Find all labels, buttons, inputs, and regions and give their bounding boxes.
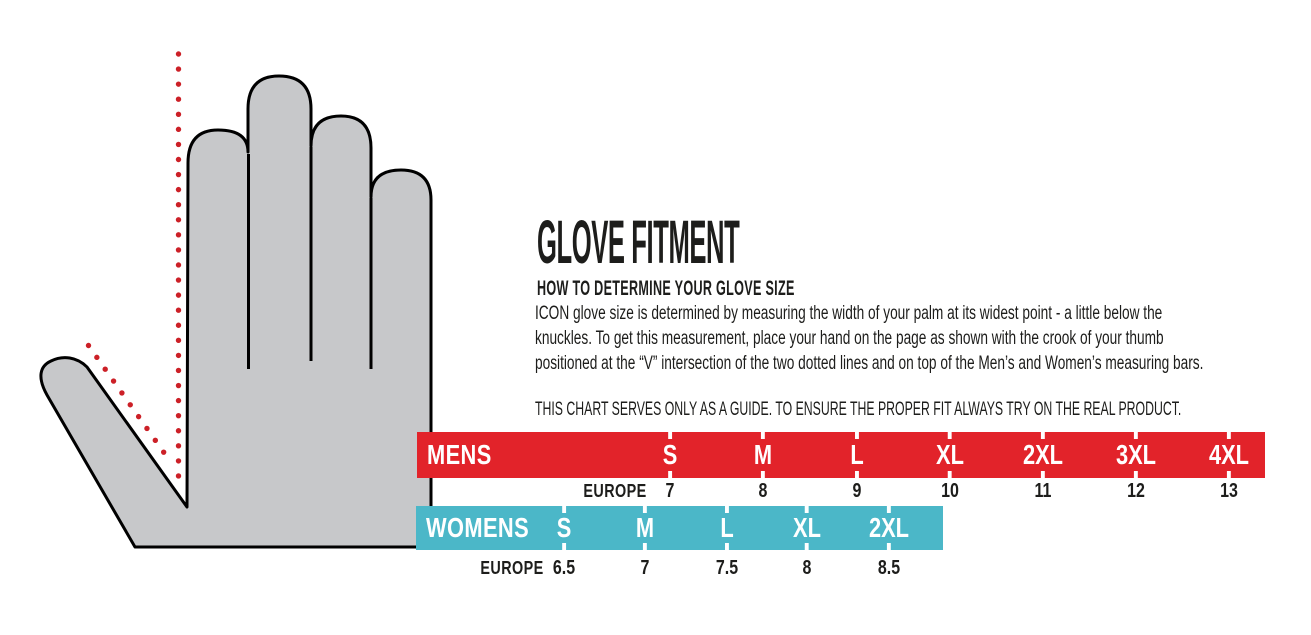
mens-europe-13: 13	[1220, 480, 1238, 502]
mens-size-l: L	[850, 432, 864, 478]
womens-europe-label: EUROPE	[480, 558, 544, 578]
womens-europe-7: 7	[640, 557, 650, 579]
mens-europe-11: 11	[1034, 480, 1052, 502]
womens-size-s: S	[557, 506, 571, 550]
mens-size-xl: XL	[936, 432, 964, 478]
hand-shape	[39, 74, 433, 549]
mens-europe-7: 7	[665, 480, 675, 502]
mens-size-3xl: 3XL	[1116, 432, 1156, 478]
mens-size-4xl: 4XL	[1209, 432, 1249, 478]
how-to-heading: HOW TO DETERMINE YOUR GLOVE SIZE	[537, 277, 795, 300]
mens-size-2xl: 2XL	[1023, 432, 1063, 478]
womens-size-l: L	[720, 506, 734, 550]
mens-size-bar: MENS S M L XL 2XL 3XL 4XL	[417, 432, 1265, 478]
hand-measurement-illustration	[39, 51, 433, 549]
mens-europe-8: 8	[758, 480, 768, 502]
mens-size-m: M	[754, 432, 772, 478]
page-title: GLOVE FITMENT	[537, 208, 740, 276]
dotted-measure-line-diagonal	[85, 342, 175, 467]
womens-europe-8: 8	[802, 557, 812, 579]
mens-bar-label: MENS	[427, 439, 492, 470]
mens-europe-10: 10	[941, 480, 959, 502]
mens-europe-label: EUROPE	[583, 481, 647, 501]
guide-note: THIS CHART SERVES ONLY AS A GUIDE. TO EN…	[535, 398, 1182, 420]
mens-europe-row: EUROPE 7 8 9 10 11 12 13	[0, 481, 1311, 501]
mens-europe-12: 12	[1127, 480, 1145, 502]
womens-bar-label: WOMENS	[426, 512, 530, 543]
womens-size-bar: WOMENS S M L XL 2XL	[416, 506, 943, 550]
how-to-body: ICON glove size is determined by measuri…	[535, 303, 1204, 374]
mens-europe-9: 9	[852, 480, 862, 502]
womens-europe-6-5: 6.5	[552, 557, 576, 579]
womens-size-xl: XL	[793, 506, 821, 550]
womens-size-2xl: 2XL	[869, 506, 909, 550]
womens-europe-row: EUROPE 6.5 7 7.5 8 8.5	[0, 558, 1311, 578]
womens-size-m: M	[636, 506, 654, 550]
finger-separation-lines	[247, 147, 373, 369]
womens-europe-7-5: 7.5	[715, 557, 739, 579]
womens-europe-8-5: 8.5	[877, 557, 901, 579]
mens-size-s: S	[663, 432, 677, 478]
